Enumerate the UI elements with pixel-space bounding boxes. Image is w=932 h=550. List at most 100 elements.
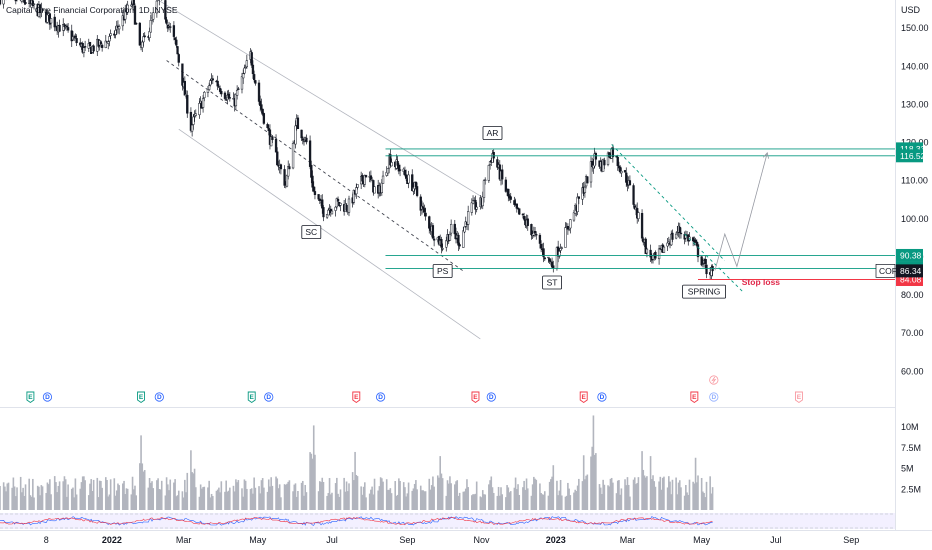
candle — [347, 195, 351, 217]
volume-bar — [607, 485, 609, 510]
currency-label: USD — [901, 5, 921, 15]
volume-bar — [616, 480, 619, 510]
event-marker-d[interactable]: D — [264, 392, 274, 402]
volume-bar — [164, 495, 167, 510]
volume-bar — [388, 489, 390, 510]
candle — [261, 108, 264, 117]
volume-bar — [585, 475, 587, 510]
candle — [355, 183, 358, 199]
volume-bar — [692, 481, 694, 510]
volume-bar — [250, 488, 253, 510]
svg-text:D: D — [489, 394, 494, 401]
volume-bar — [184, 479, 186, 510]
volume-bar — [353, 480, 355, 510]
volume-bar — [104, 477, 107, 510]
candle — [526, 214, 529, 231]
event-marker-d[interactable]: D — [376, 392, 386, 402]
candle — [339, 202, 342, 212]
candle — [547, 256, 550, 263]
volume-bar — [263, 487, 265, 510]
volume-tick-label: 2.5M — [901, 484, 921, 494]
candle — [577, 196, 580, 205]
candle — [245, 54, 249, 69]
volume-bar — [578, 478, 580, 510]
volume-bar — [474, 493, 477, 510]
volume-bar — [513, 487, 516, 510]
volume-bar — [702, 491, 704, 510]
candle — [628, 175, 632, 186]
candle — [542, 242, 545, 263]
volume-bar — [100, 480, 102, 510]
volume-bar — [117, 483, 119, 510]
candle — [606, 151, 610, 167]
event-marker-e[interactable]: E — [352, 391, 361, 404]
volume-bar — [650, 479, 653, 510]
volume-bar — [21, 492, 23, 510]
volume-bar — [415, 480, 417, 510]
event-marker-d[interactable]: D — [42, 392, 53, 402]
volume-bar — [157, 478, 159, 510]
oscillator-line-slow — [0, 517, 713, 525]
candle — [138, 22, 141, 46]
volume-bar — [16, 487, 18, 510]
volume-bar — [190, 450, 192, 510]
volume-bar — [449, 476, 451, 510]
volume-bar — [450, 483, 452, 510]
volume-bar — [547, 495, 550, 510]
event-marker-d[interactable]: D — [597, 392, 607, 402]
volume-bar — [612, 482, 614, 510]
candle — [440, 236, 443, 254]
event-marker-e[interactable]: E — [471, 391, 480, 404]
volume-bar — [575, 491, 578, 510]
volume-bar — [654, 486, 657, 510]
volume-bar — [270, 477, 272, 510]
volume-bar — [491, 487, 494, 510]
volume-bar — [115, 490, 118, 510]
event-marker-split[interactable] — [709, 375, 719, 385]
volume-bar — [561, 495, 563, 510]
volume-bar — [168, 490, 170, 510]
volume-bar — [686, 492, 688, 510]
volume-bar — [424, 491, 427, 510]
svg-text:D: D — [157, 394, 162, 401]
volume-bar — [212, 496, 214, 510]
candle — [345, 202, 348, 213]
event-marker-e[interactable]: E — [247, 391, 256, 404]
svg-text:E: E — [692, 394, 697, 401]
volume-bar — [232, 485, 235, 510]
event-marker-d[interactable]: D — [486, 392, 496, 402]
volume-bar — [320, 482, 322, 510]
volume-bar — [269, 486, 271, 510]
event-marker-e[interactable]: E — [26, 391, 35, 404]
event-marker-e[interactable]: E — [690, 391, 699, 404]
volume-bar — [97, 497, 100, 510]
volume-bar — [534, 478, 536, 510]
volume-bar — [506, 485, 508, 510]
candle — [211, 75, 214, 84]
event-marker-d[interactable]: D — [709, 392, 719, 402]
volume-bar — [249, 489, 252, 510]
candle — [457, 232, 460, 251]
volume-bar — [237, 480, 240, 510]
volume-bar — [633, 477, 636, 510]
volume-bar — [148, 478, 151, 510]
volume-bar — [396, 494, 399, 510]
event-marker-e[interactable]: E — [579, 391, 588, 404]
volume-bar — [582, 455, 585, 510]
volume-bar — [236, 482, 238, 510]
candle — [169, 22, 172, 33]
svg-text:E: E — [28, 394, 33, 401]
volume-bar — [710, 493, 713, 510]
volume-bar — [490, 476, 493, 510]
event-marker-d[interactable]: D — [154, 392, 164, 402]
volume-bar — [610, 477, 613, 510]
time-tick-label: Mar — [176, 535, 192, 545]
event-marker-e[interactable]: E — [137, 391, 146, 404]
candle — [251, 60, 255, 79]
volume-bar — [98, 480, 101, 510]
event-marker-e[interactable]: E — [794, 391, 803, 404]
volume-bar — [334, 483, 337, 510]
volume-bar — [518, 494, 521, 510]
volume-bar — [429, 489, 432, 510]
